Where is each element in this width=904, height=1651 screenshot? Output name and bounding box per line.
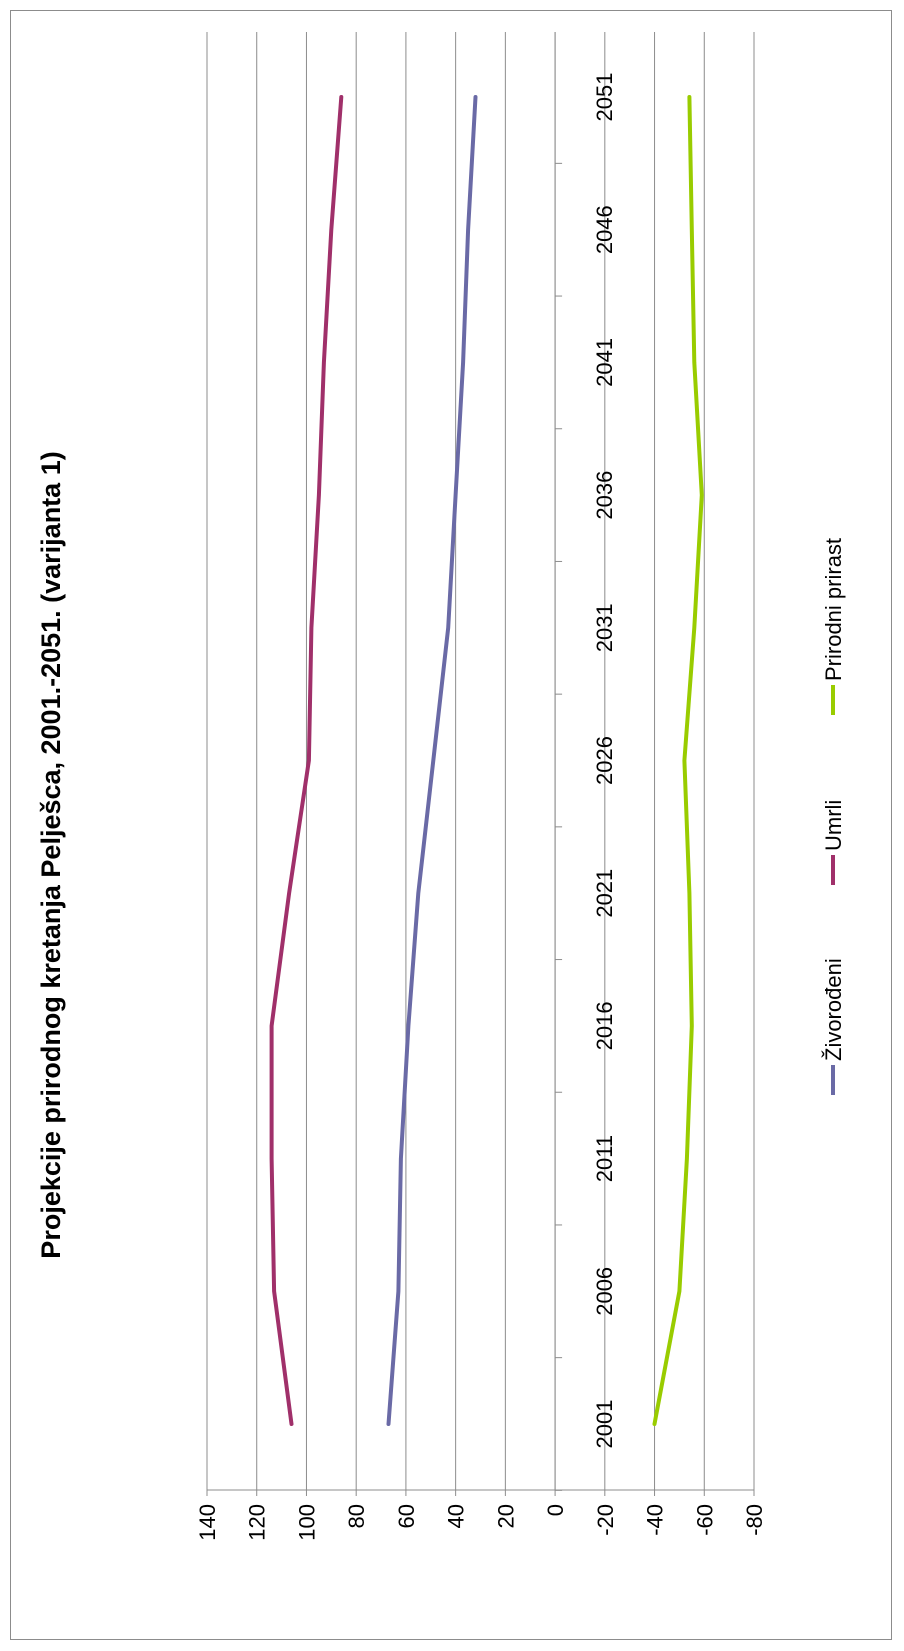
chart-frame: [10, 10, 892, 1640]
category-tick-label: 2021: [592, 869, 617, 918]
series-line: [652, 95, 704, 1426]
category-tick-label: 2026: [592, 736, 617, 785]
gridlines: [206, 32, 755, 1490]
category-tick-label: 2001: [592, 1400, 617, 1449]
axes: 140 120 100 80 60 40 20 0 -20 -40 -60 -80 2001 2006 20…: [195, 32, 767, 1541]
value-tick-label: 40: [444, 1504, 469, 1528]
category-tick-label: 2031: [592, 603, 617, 652]
series-line: [269, 95, 344, 1426]
value-tick-label: 120: [245, 1504, 270, 1541]
value-tick-label: 0: [543, 1504, 568, 1516]
category-tick-label: 2051: [592, 73, 617, 122]
value-tick-label: -20: [593, 1504, 618, 1536]
category-tick-label: 2006: [592, 1267, 617, 1316]
series-lines: [269, 95, 704, 1426]
legend: Živorođeni Umrli Prirodni prirast: [821, 538, 846, 1095]
legend-label: Prirodni prirast: [821, 538, 846, 681]
legend-label: Umrli: [821, 800, 846, 851]
value-tick-label: 140: [195, 1504, 220, 1541]
value-tick-label: 60: [394, 1504, 419, 1528]
value-tick-label: 100: [294, 1504, 319, 1541]
value-tick-label: -40: [643, 1504, 668, 1536]
category-tick-label: 2041: [592, 338, 617, 387]
series-line: [386, 95, 478, 1426]
chart-title: Projekcije prirodnog kretanja Pelješca, …: [36, 451, 66, 1258]
value-tick-label: -60: [692, 1504, 717, 1536]
legend-label: Živorođeni: [821, 958, 846, 1061]
category-tick-label: 2011: [592, 1135, 617, 1182]
value-tick-label: -80: [742, 1504, 767, 1536]
category-tick-label: 2016: [592, 1001, 617, 1050]
value-tick-label: 20: [493, 1504, 518, 1528]
category-tick-label: 2046: [592, 205, 617, 254]
value-tick-label: 80: [344, 1504, 369, 1528]
category-tick-label: 2036: [592, 471, 617, 520]
